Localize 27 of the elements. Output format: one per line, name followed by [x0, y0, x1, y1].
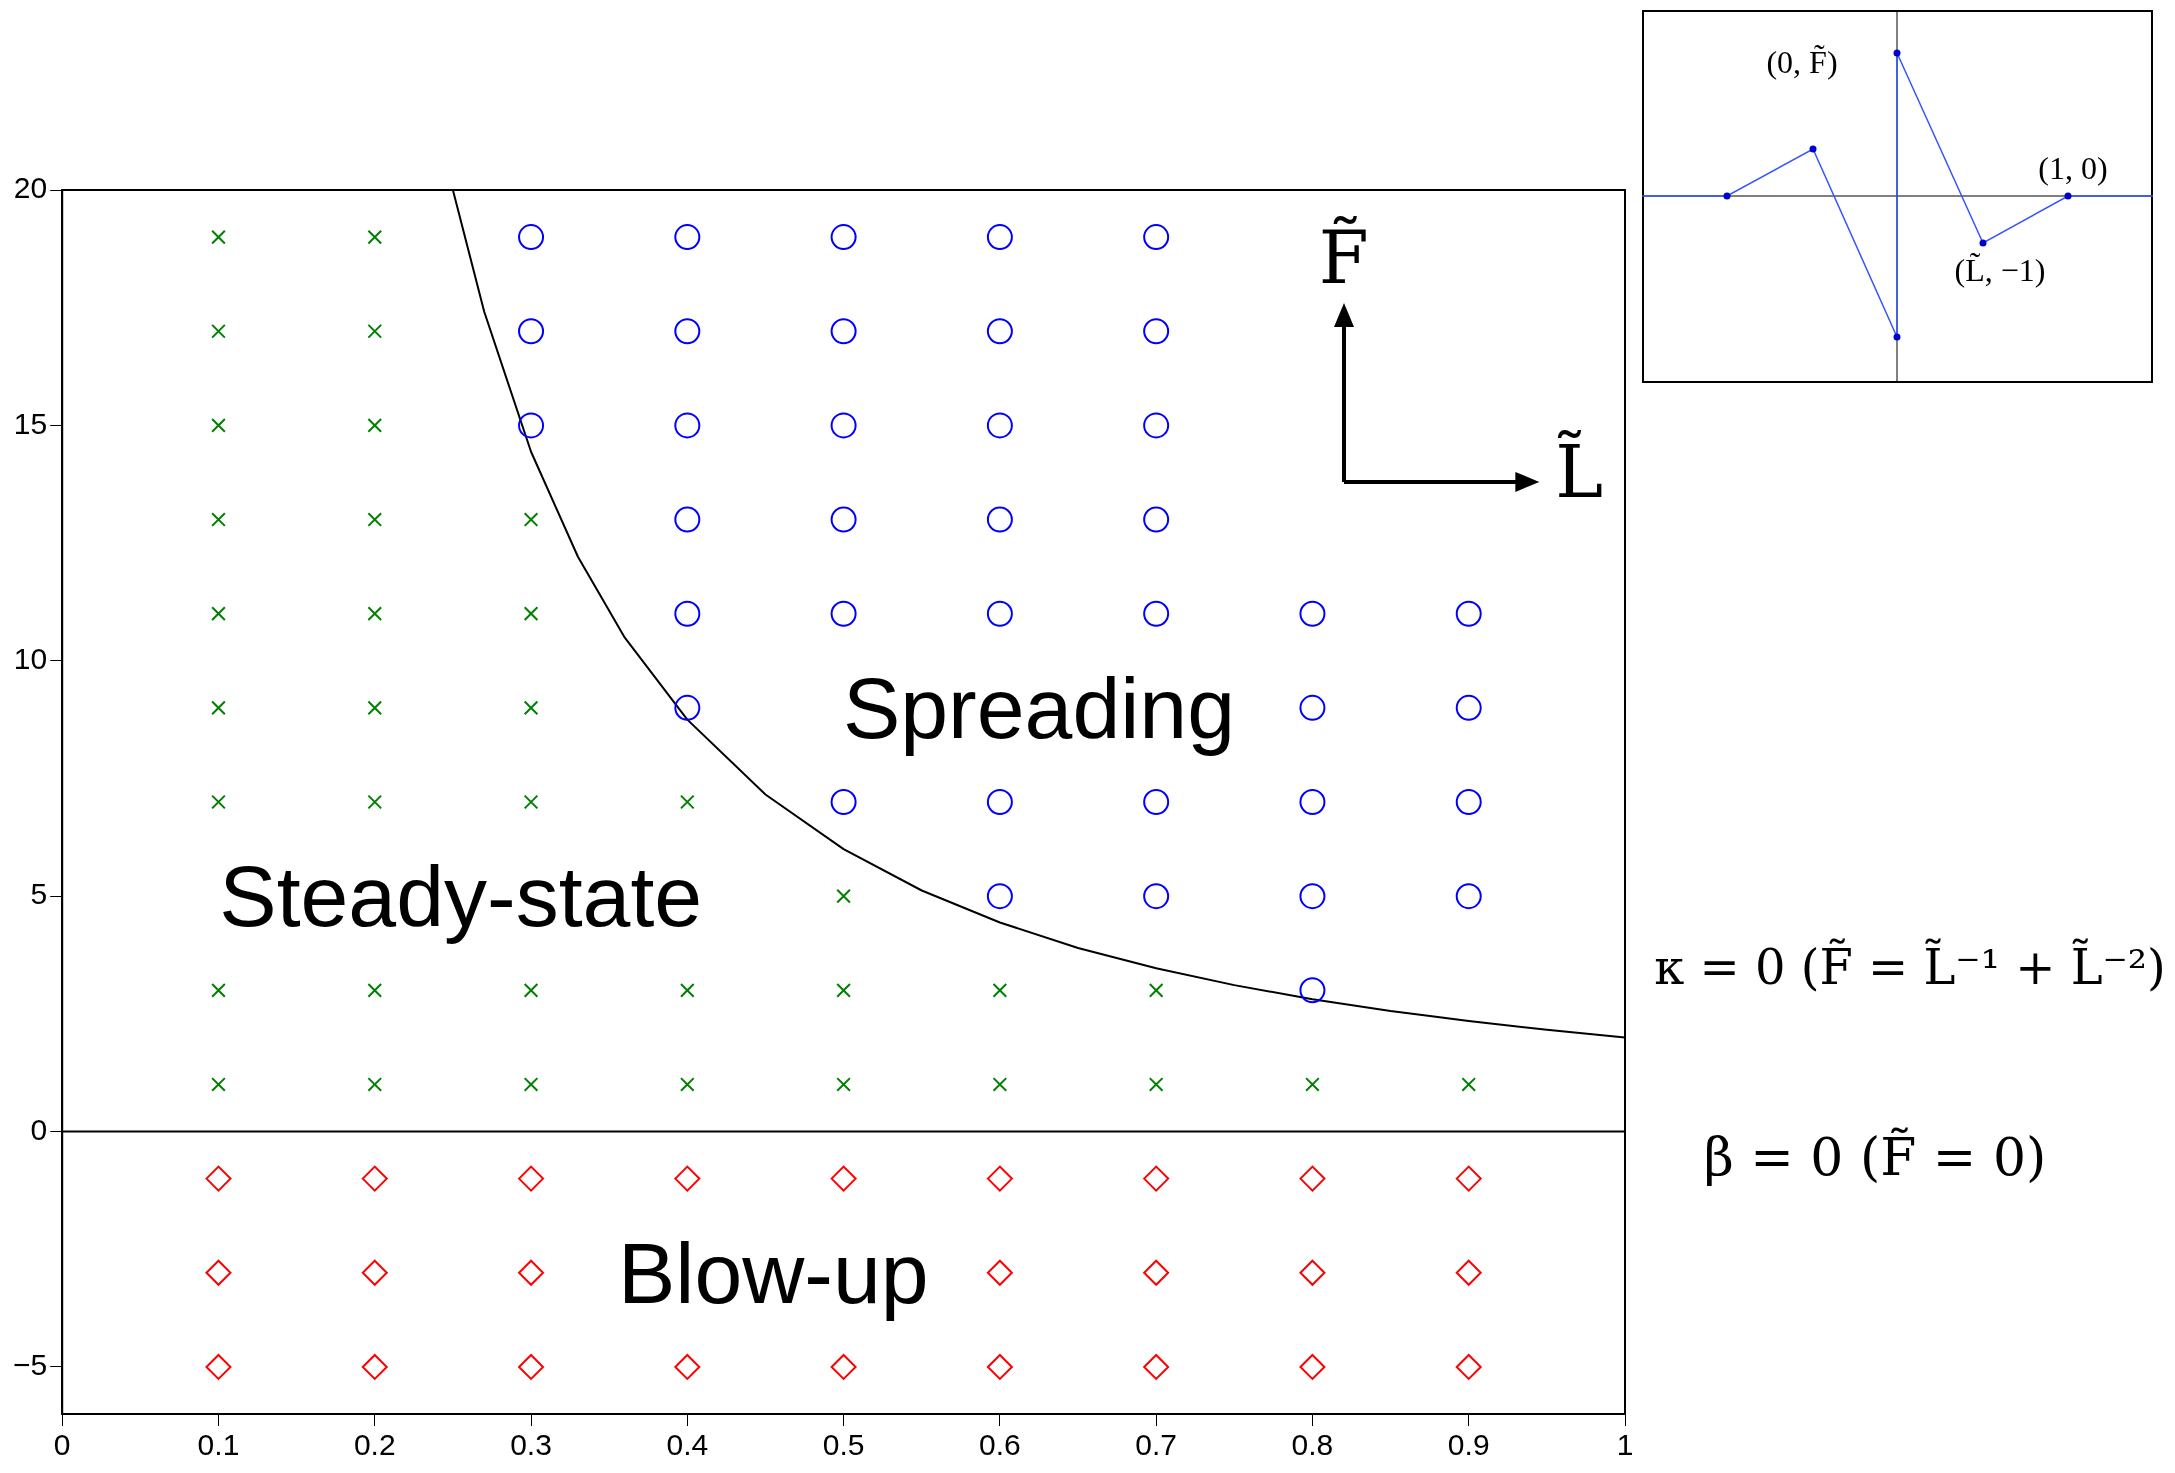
- text: (L̃, −1): [1954, 251, 2046, 289]
- x-tick-label: 0.7: [1135, 1428, 1178, 1462]
- x-tick-label: 0.3: [510, 1428, 552, 1462]
- x-tick-label: 0.8: [1291, 1428, 1334, 1462]
- y-tick-label: 20: [13, 171, 48, 205]
- ref-line-label: β = 0 (F̃ = 0): [1703, 1126, 2047, 1187]
- y-tick-label: 10: [13, 642, 48, 676]
- x-tick-label: 0.4: [666, 1428, 709, 1462]
- x-tick-label: 0.1: [197, 1428, 240, 1462]
- annotation: L̃: [1555, 429, 1603, 514]
- y-tick-label: 15: [13, 406, 48, 440]
- x-tick-label: 0.5: [822, 1428, 865, 1462]
- x-tick-label: 1: [1616, 1428, 1634, 1462]
- x-tick-label: 0.6: [979, 1428, 1021, 1462]
- text: (1, 0): [2038, 149, 2108, 187]
- annotation: Blow-up: [617, 1223, 929, 1323]
- annotation: Spreading: [842, 658, 1235, 758]
- annotation: Steady-state: [219, 846, 703, 946]
- text: (0, F̃): [1766, 43, 1838, 81]
- y-tick-label: −5: [12, 1348, 48, 1382]
- annotation: F̃: [1318, 215, 1369, 300]
- y-tick-label: 0: [30, 1112, 48, 1146]
- series-label: κ = 0 (F̃ = L̃⁻¹ + L̃⁻²): [1654, 939, 2166, 996]
- x-tick-label: 0: [53, 1428, 71, 1462]
- x-tick-label: 0.2: [353, 1428, 396, 1462]
- x-tick-label: 0.9: [1447, 1428, 1490, 1462]
- y-tick-label: 5: [30, 877, 48, 911]
